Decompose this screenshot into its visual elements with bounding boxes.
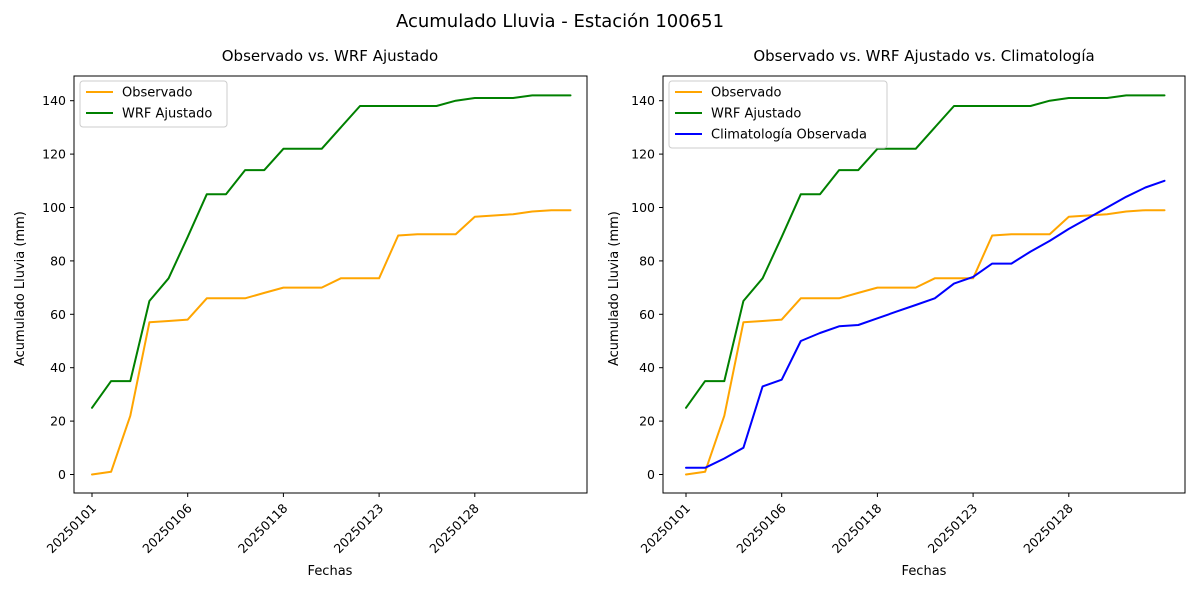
right-chart-title: Observado vs. WRF Ajustado vs. Climatolo…	[753, 47, 1095, 65]
y-tick-label: 80	[50, 253, 66, 268]
series-line-observado	[685, 209, 1166, 476]
y-tick-label: 0	[58, 467, 66, 482]
x-tick-label: 20250128	[1020, 500, 1076, 556]
x-tick-label: 20250106	[733, 500, 789, 556]
x-tick-label: 20250106	[139, 500, 195, 556]
y-tick-label: 140	[42, 93, 66, 108]
y-tick-label: 20	[50, 414, 66, 429]
x-tick-label: 20250123	[331, 501, 387, 557]
y-tick-label: 20	[639, 414, 655, 429]
y-tick-label: 40	[639, 360, 655, 375]
legend-label-observado: Observado	[711, 86, 782, 101]
x-tick-label: 20250123	[925, 501, 981, 557]
y-tick-label: 100	[631, 200, 655, 215]
y-tick-label: 120	[42, 147, 66, 162]
figure-title: Acumulado Lluvia - Estación 100651	[395, 11, 725, 32]
y-tick-label: 140	[631, 93, 655, 108]
legend-box	[79, 80, 228, 128]
series-line-wrf-ajustado	[685, 94, 1166, 409]
legend-box	[668, 80, 888, 149]
y-tick-label: 0	[647, 467, 655, 482]
plot-area-border	[73, 75, 588, 494]
y-tick-label: 40	[50, 360, 66, 375]
y-tick-label: 60	[50, 307, 66, 322]
x-tick-label: 20250128	[426, 500, 482, 556]
left-chart-title: Observado vs. WRF Ajustado	[221, 47, 439, 65]
left-chart-xlabel: Fechas	[307, 564, 353, 579]
x-tick-label: 20250118	[235, 500, 291, 556]
y-tick-label: 60	[639, 307, 655, 322]
y-tick-label: 80	[639, 253, 655, 268]
series-line-climatolog-a-observada	[685, 179, 1166, 469]
plot-area-border	[662, 75, 1186, 494]
y-tick-label: 100	[42, 200, 66, 215]
legend-label-wrf-ajustado: WRF Ajustado	[122, 107, 212, 122]
x-tick-label: 20250101	[638, 501, 694, 557]
legend-label-wrf-ajustado: WRF Ajustado	[711, 107, 801, 122]
x-tick-label: 20250118	[829, 500, 885, 556]
x-tick-label: 20250101	[44, 501, 100, 557]
right-chart-xlabel: Fechas	[901, 564, 947, 579]
y-tick-label: 120	[631, 147, 655, 162]
series-line-observado	[91, 209, 572, 476]
legend-label-observado: Observado	[122, 86, 193, 101]
series-line-wrf-ajustado	[91, 94, 572, 409]
legend-label-climatolog-a-observada: Climatología Observada	[711, 128, 867, 143]
